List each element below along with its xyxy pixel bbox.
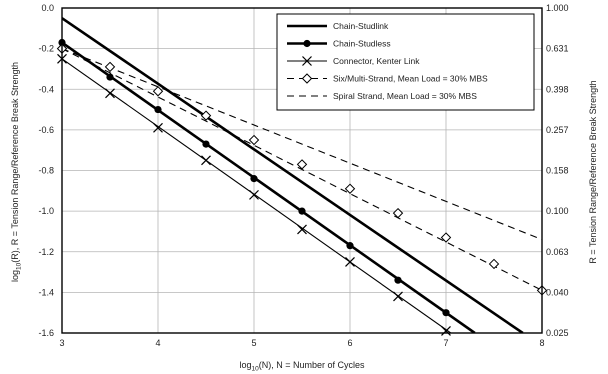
series-1-point	[298, 207, 306, 215]
series-line-2	[62, 58, 452, 333]
x-axis-title-prefix: log	[239, 360, 251, 370]
series-2-point-stroke	[297, 224, 307, 235]
series-1-point	[394, 276, 402, 284]
y2-tick-label: 0.257	[546, 125, 569, 135]
legend-marker-3	[301, 73, 313, 84]
y-axis-title-subscript: 10	[16, 262, 23, 270]
y2-tick-label: 0.063	[546, 247, 569, 257]
series-2-point-stroke	[201, 155, 211, 166]
y-axis-title-rest: (R), R = Tension Range/Reference Break S…	[10, 62, 20, 263]
legend-marker-2	[302, 56, 312, 66]
series-2-point	[105, 88, 115, 99]
y-tick-label: 0.0	[41, 3, 54, 13]
series-3-point	[200, 110, 212, 121]
series-2-point-stroke	[153, 122, 163, 133]
y-tick-label: -0.2	[38, 44, 54, 54]
plot-frame	[61, 7, 543, 334]
series-2-point	[153, 122, 163, 133]
y-tick-label: -1.4	[38, 287, 54, 297]
y-tick-label: -1.2	[38, 247, 54, 257]
series-2-point-stroke	[105, 88, 115, 99]
y2-tick-label: 0.025	[546, 328, 569, 338]
series-3-point	[152, 86, 164, 97]
x-axis-title-subscript: 10	[252, 366, 260, 373]
x-tick-label: 4	[155, 338, 160, 348]
x-tick-label: 3	[59, 338, 64, 348]
y2-tick-label: 1.000	[546, 3, 569, 13]
series-line-4	[62, 48, 542, 241]
legend-label-1: Chain-Studless	[333, 39, 391, 49]
series-2-point	[201, 155, 211, 166]
x-axis-title: log10(N), N = Number of Cycles	[239, 360, 365, 373]
series-3-point	[488, 258, 500, 270]
series-2-point-stroke	[393, 291, 403, 302]
x-tick-label: 6	[347, 338, 352, 348]
series-2-point	[393, 291, 403, 302]
legend-marker-1	[303, 39, 311, 48]
series-3-point	[440, 232, 452, 243]
series-1-point	[106, 73, 114, 81]
series-markers	[56, 38, 548, 336]
y2-axis-title: R = Tension Range/Reference Break Streng…	[588, 80, 598, 263]
series-3-point	[248, 134, 260, 146]
series-2-point-stroke	[345, 256, 355, 267]
series-2-point-stroke	[441, 326, 451, 336]
x-tick-label: 8	[539, 338, 544, 348]
y-tick-label: -0.6	[38, 125, 54, 135]
legend: Chain-Studlink Chain-Studless Connector, K…	[276, 13, 535, 111]
legend-label-0: Chain-Studlink	[333, 21, 389, 31]
series-3-point	[344, 183, 356, 194]
series-3-point	[296, 159, 308, 170]
series-layer	[56, 17, 548, 336]
series-3-point	[104, 61, 116, 73]
y2-tick-label: 0.100	[546, 206, 569, 216]
series-1-point	[202, 140, 210, 148]
y2-tick-label: 0.158	[546, 166, 569, 176]
y-axis-title: log10(R), R = Tension Range/Reference Br…	[10, 62, 23, 282]
x-axis-title-rest: (N), N = Number of Cycles	[259, 360, 365, 370]
legend-label-4: Spiral Strand, Mean Load = 30% MBS	[333, 91, 477, 101]
series-2-point	[297, 224, 307, 235]
y2-tick-label: 0.398	[546, 84, 569, 94]
tick-labels: 3 4 5 6 7 8 0.0 -0.2 -0.4 -0.6 -0.8 -1.0 -1.2 -1.4 -1.…	[38, 3, 568, 348]
x-tick-label: 7	[443, 338, 448, 348]
series-line-1	[62, 41, 476, 333]
series-1-point	[442, 309, 450, 317]
series-2-point	[345, 256, 355, 267]
series-3-point	[392, 207, 404, 219]
series-2-point-stroke	[249, 189, 259, 200]
y-tick-label: -0.4	[38, 84, 54, 94]
legend-label-3: Six/Multi-Strand, Mean Load = 30% MBS	[333, 74, 488, 84]
y-axis-title-prefix: log	[10, 270, 20, 282]
legend-marker-2-stroke	[302, 56, 312, 66]
series-1-point	[346, 242, 354, 250]
y2-tick-label: 0.631	[546, 44, 569, 54]
series-1-point	[250, 175, 258, 183]
y2-tick-label: 0.040	[546, 287, 569, 297]
legend-label-2: Connector, Kenter Link	[333, 56, 420, 66]
y-tick-label: -1.0	[38, 206, 54, 216]
y-tick-label: -1.6	[38, 328, 54, 338]
series-line-0	[62, 17, 524, 333]
series-lines	[62, 17, 542, 333]
y-tick-label: -0.8	[38, 166, 54, 176]
legend-box	[276, 13, 535, 111]
series-2-point	[441, 326, 451, 336]
series-1-point	[154, 105, 162, 114]
x-tick-label: 5	[251, 338, 256, 348]
series-2-point	[249, 189, 259, 200]
